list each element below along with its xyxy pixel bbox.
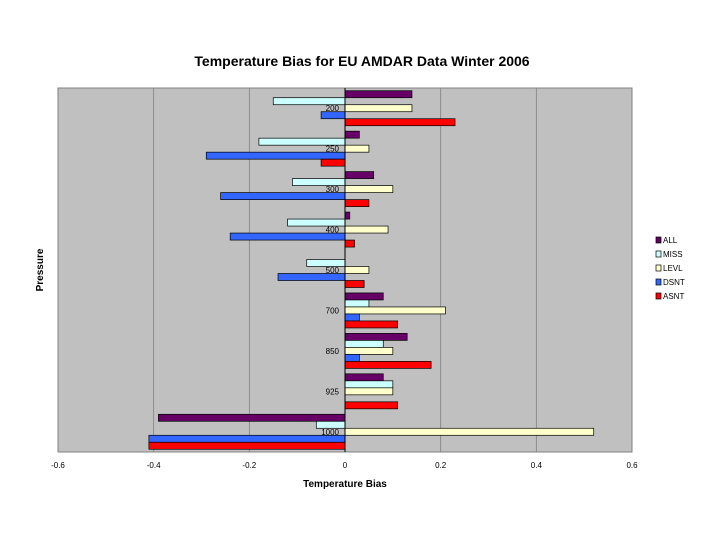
x-tick-label: 0.4 — [531, 461, 543, 470]
legend-swatch-levl — [655, 264, 662, 272]
legend-label-dsnt: DSNT — [663, 278, 685, 287]
bar-all-925 — [344, 373, 384, 382]
bar-levl-250 — [344, 144, 370, 153]
bar-asnt-500 — [344, 280, 365, 288]
bars — [148, 90, 595, 450]
bar-asnt-700 — [344, 320, 398, 329]
category-label: 700 — [326, 306, 340, 315]
bar-levl-400 — [344, 225, 389, 234]
category-label: 925 — [326, 387, 340, 396]
legend-swatch-miss — [655, 250, 662, 258]
x-tick-labels: -0.6 -0.4 -0.2 0 0.2 0.4 0.6 — [51, 461, 638, 470]
bar-levl-1000 — [344, 427, 595, 436]
chart-title: Temperature Bias for EU AMDAR Data Winte… — [194, 53, 529, 69]
legend-swatch-dsnt — [655, 278, 662, 286]
bar-dsnt-850 — [344, 354, 360, 362]
category-label: 400 — [326, 226, 340, 235]
bar-asnt-250 — [320, 158, 346, 167]
bar-all-300 — [344, 171, 375, 179]
legend-label-all: ALL — [663, 236, 678, 245]
x-axis-label: Temperature Bias — [303, 479, 387, 490]
bar-levl-700 — [344, 306, 446, 315]
bar-asnt-925 — [344, 401, 398, 410]
bar-miss-700 — [344, 299, 370, 308]
x-tick-label: 0.6 — [626, 461, 638, 470]
bar-asnt-200 — [344, 118, 456, 127]
legend: ALL MISS LEVL DSNT ASNT — [652, 232, 698, 306]
bar-asnt-300 — [344, 199, 370, 207]
bar-all-250 — [344, 130, 360, 139]
legend-label-miss: MISS — [663, 250, 683, 259]
bar-miss-925 — [344, 380, 394, 389]
category-label: 200 — [326, 104, 340, 113]
category-label: 850 — [326, 347, 340, 356]
bar-all-850 — [344, 333, 408, 341]
x-tick-label: 0.2 — [435, 461, 447, 470]
bar-levl-200 — [344, 104, 413, 113]
bar-all-200 — [344, 90, 413, 99]
bar-all-1000 — [158, 413, 346, 422]
bar-levl-850 — [344, 347, 394, 355]
category-label: 250 — [326, 145, 340, 154]
bar-miss-850 — [344, 340, 384, 348]
x-tick-label: -0.6 — [51, 461, 65, 470]
bar-asnt-400 — [344, 239, 355, 248]
bar-dsnt-1000 — [148, 434, 346, 443]
bar-asnt-850 — [344, 361, 432, 369]
x-tick-label: -0.2 — [242, 461, 256, 470]
legend-swatch-all — [655, 236, 662, 244]
x-tick-label: 0 — [343, 461, 348, 470]
bar-dsnt-250 — [205, 151, 346, 160]
category-label: 300 — [326, 185, 340, 194]
legend-swatch-asnt — [655, 292, 662, 300]
x-tick-label: -0.4 — [147, 461, 161, 470]
bar-all-400 — [344, 211, 351, 220]
legend-label-asnt: ASNT — [663, 292, 684, 301]
y-axis-label: Pressure — [35, 248, 46, 291]
legend-label-levl: LEVL — [663, 264, 683, 273]
bar-levl-500 — [344, 266, 370, 274]
bar-asnt-1000 — [148, 441, 346, 450]
category-labels: 200 250 300 400 500 700 850 925 1000 — [321, 104, 339, 437]
category-label: 1000 — [321, 428, 339, 437]
bar-dsnt-700 — [344, 313, 360, 322]
bar-levl-300 — [344, 185, 394, 193]
bar-levl-925 — [344, 387, 394, 396]
bar-all-700 — [344, 292, 384, 301]
category-label: 500 — [326, 266, 340, 275]
